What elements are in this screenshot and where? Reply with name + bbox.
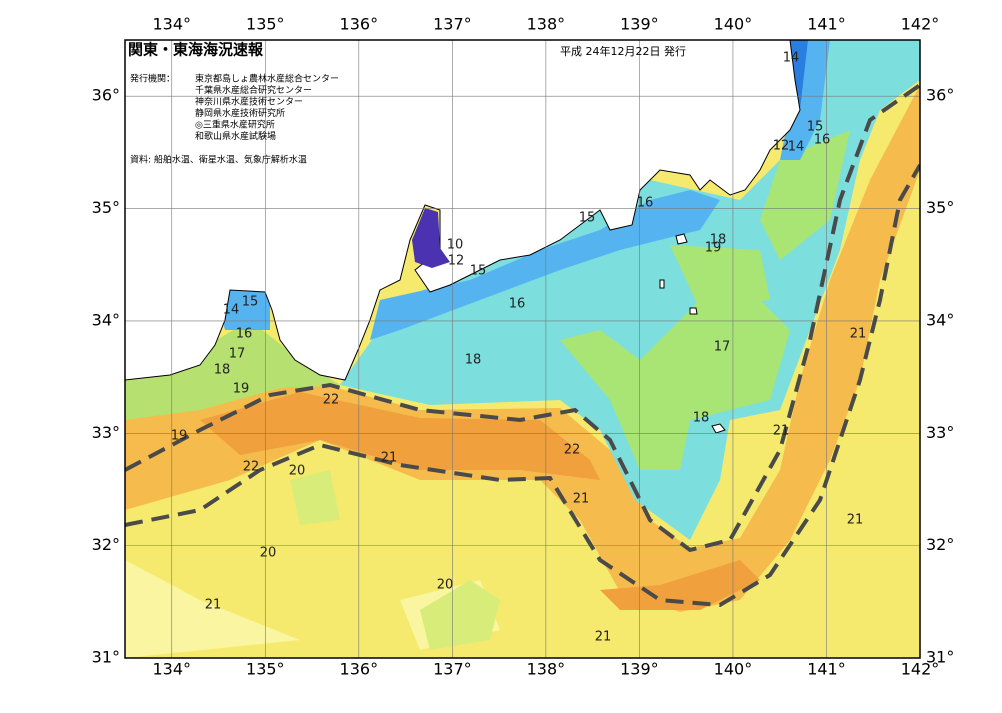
y-tick-label: 31° bbox=[92, 648, 120, 667]
x-tick-label: 141° bbox=[807, 15, 846, 34]
kuroshio-axis bbox=[125, 83, 920, 608]
x-tick-label: 138° bbox=[527, 15, 566, 34]
sea-cyan bbox=[340, 40, 920, 540]
y-tick-label: 36° bbox=[926, 86, 954, 105]
contour-label: 22 bbox=[564, 443, 581, 458]
contour-label: 18 bbox=[693, 411, 710, 426]
contour-label: 16 bbox=[637, 196, 654, 211]
contour-label: 20 bbox=[437, 578, 454, 593]
contour-label: 21 bbox=[205, 598, 222, 613]
x-tick-label: 139° bbox=[620, 660, 659, 679]
sea-mild bbox=[125, 560, 500, 658]
x-tick-label: 138° bbox=[527, 660, 566, 679]
issuer: 千葉県水産総合研究センター bbox=[195, 84, 312, 96]
contour-label: 17 bbox=[714, 340, 731, 355]
contour-label: 14 bbox=[788, 140, 805, 155]
contour-label: 21 bbox=[773, 424, 790, 439]
sea-cool bbox=[215, 40, 830, 340]
y-tick-label: 33° bbox=[92, 423, 120, 442]
contour-label: 21 bbox=[847, 513, 864, 528]
y-tick-label: 32° bbox=[92, 535, 120, 554]
y-tick-label: 34° bbox=[92, 310, 120, 329]
contour-label: 12 bbox=[448, 254, 465, 269]
x-tick-label: 140° bbox=[714, 15, 753, 34]
date: 平成 24年12月22日 発行 bbox=[560, 44, 686, 58]
x-tick-label: 142° bbox=[901, 15, 940, 34]
x-tick-label: 139° bbox=[620, 15, 659, 34]
y-tick-label: 31° bbox=[926, 648, 954, 667]
contour-label: 20 bbox=[260, 546, 277, 561]
contour-label: 15 bbox=[579, 211, 596, 226]
x-tick-label: 142° bbox=[901, 660, 940, 679]
source: 資料: 船舶水温、衛星水温、気象庁解析水温 bbox=[130, 154, 307, 166]
islands bbox=[659, 233, 726, 434]
issuer: 東京都島しょ農林水産総合センター bbox=[195, 73, 339, 85]
sea-green bbox=[560, 130, 850, 470]
contour-label: 18 bbox=[214, 363, 231, 378]
sea-green-patch bbox=[290, 470, 500, 650]
y-tick-label: 36° bbox=[92, 86, 120, 105]
y-tick-label: 34° bbox=[926, 310, 954, 329]
contour-label: 10 bbox=[447, 238, 464, 253]
contour-label: 21 bbox=[595, 630, 612, 645]
y-tick-label: 32° bbox=[926, 535, 954, 554]
frame bbox=[124, 39, 921, 659]
contour-label: 16 bbox=[814, 133, 831, 148]
contour-label: 22 bbox=[323, 393, 340, 408]
contour-label: 18 bbox=[465, 353, 482, 368]
x-tick-label: 134° bbox=[152, 15, 191, 34]
contour-label: 15 bbox=[242, 295, 259, 310]
dashed-line bbox=[125, 164, 920, 608]
contour-label: 20 bbox=[289, 464, 306, 479]
grid bbox=[125, 40, 920, 658]
issuer: 和歌山県水産試験場 bbox=[195, 130, 276, 142]
contour-label: 14 bbox=[783, 51, 800, 66]
issuer: ◎三重県水産研究所 bbox=[195, 119, 275, 131]
x-tick-label: 136° bbox=[340, 660, 379, 679]
contour-label: 21 bbox=[381, 451, 398, 466]
sea-green-west bbox=[125, 320, 340, 420]
contour-label: 21 bbox=[573, 492, 590, 507]
contour-label: 21 bbox=[850, 327, 867, 342]
contour-label: 14 bbox=[223, 303, 240, 318]
kuroshio-core bbox=[200, 392, 760, 610]
y-tick-label: 33° bbox=[926, 423, 954, 442]
ise-bay bbox=[412, 208, 450, 268]
contour-label: 17 bbox=[229, 347, 246, 362]
contour-label: 16 bbox=[509, 297, 526, 312]
contour-label: 12 bbox=[773, 139, 790, 154]
land bbox=[125, 40, 801, 381]
map-body: 1415161214161518191012151514161718191618… bbox=[125, 40, 920, 658]
contour-label: 19 bbox=[233, 382, 250, 397]
x-tick-label: 137° bbox=[433, 15, 472, 34]
ticks: 134° 134° 135° 135° 136° 136° 137° 137° 138° 138°… bbox=[92, 15, 955, 679]
contour-label: 16 bbox=[236, 327, 253, 342]
x-tick-label: 134° bbox=[152, 660, 191, 679]
dashed-line bbox=[125, 83, 920, 553]
issuer: 神奈川県水産技術センター bbox=[195, 96, 303, 108]
contour-label: 19 bbox=[705, 241, 722, 256]
x-tick-label: 140° bbox=[714, 660, 753, 679]
title: 関東・東海海況速報 bbox=[128, 41, 264, 59]
x-tick-label: 135° bbox=[246, 15, 285, 34]
y-tick-label: 35° bbox=[92, 198, 120, 217]
issuers-label: 発行機関： bbox=[130, 73, 175, 85]
x-tick-label: 135° bbox=[246, 660, 285, 679]
contour-label: 15 bbox=[807, 120, 824, 135]
contour-label: 19 bbox=[171, 429, 188, 444]
contour-labels: 1415161214161518191012151514161718191618… bbox=[171, 51, 867, 645]
x-tick-label: 136° bbox=[340, 15, 379, 34]
issuer: 静岡県水産技術研究所 bbox=[195, 107, 285, 119]
x-tick-label: 141° bbox=[807, 660, 846, 679]
contour-label: 22 bbox=[243, 460, 260, 475]
y-tick-label: 35° bbox=[926, 198, 954, 217]
contour-label: 15 bbox=[470, 264, 487, 279]
x-tick-label: 137° bbox=[433, 660, 472, 679]
contour-label: 18 bbox=[710, 233, 727, 248]
